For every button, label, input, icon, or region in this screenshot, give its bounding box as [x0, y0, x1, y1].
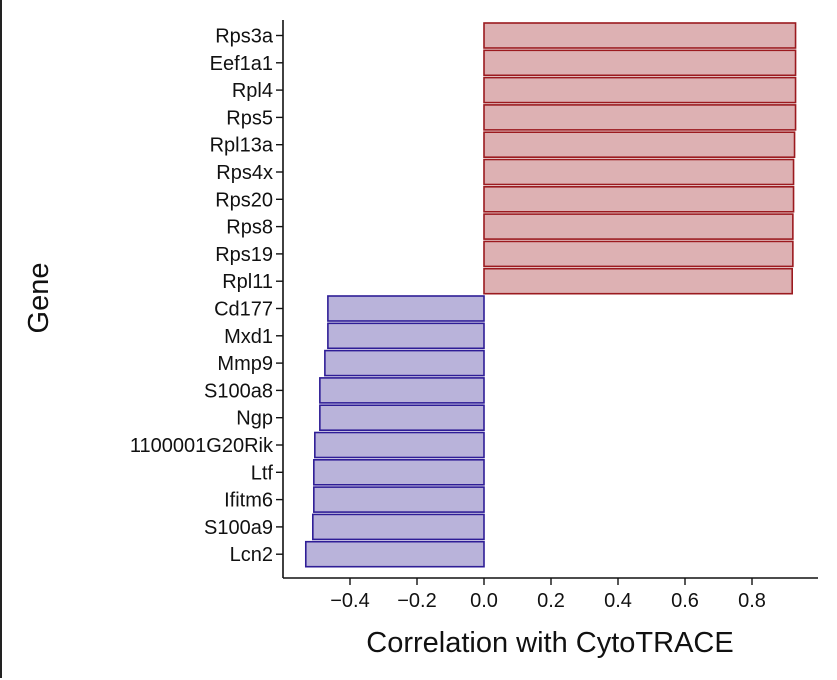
- y-tick-label: Rpl11: [222, 271, 273, 293]
- y-tick-label: 1100001G20Rik: [130, 435, 274, 457]
- y-tick-label: Ngp: [236, 408, 273, 430]
- bar-rps4x: [483, 158, 795, 186]
- bar-s100a8: [319, 377, 485, 404]
- bar-lcn2: [304, 540, 485, 568]
- y-tick-label: Ifitm6: [224, 490, 273, 512]
- bars-group: [304, 22, 797, 568]
- bar-mmp9: [324, 349, 485, 377]
- y-tick-label: Rps20: [215, 189, 273, 211]
- bar-ngp: [319, 404, 485, 432]
- bar-rps19: [483, 240, 794, 268]
- bar-rps3a: [483, 22, 797, 49]
- x-axis-title: Correlation with CytoTRACE: [366, 627, 733, 659]
- y-tick-label: Rpl4: [232, 80, 273, 102]
- y-axis: Rps3a Eef1a1 Rpl4 Rps5 Rpl13a Rps4x Rps20 Rps8 R…: [130, 20, 284, 578]
- x-tick-label: 0.0: [470, 590, 498, 612]
- y-tick-label: Mxd1: [224, 326, 273, 348]
- y-tick-label: Rps5: [226, 107, 273, 129]
- x-tick-label: 0.6: [671, 590, 699, 612]
- y-tick-label: Cd177: [214, 299, 273, 321]
- y-tick-label: S100a8: [204, 380, 273, 402]
- y-axis-title: Gene: [23, 263, 55, 334]
- x-axis: −0.4 −0.2 0.0 0.2 0.4 0.6 0.8: [283, 577, 818, 612]
- x-tick-label: −0.2: [397, 590, 436, 612]
- bar-ifitm6: [313, 486, 485, 513]
- y-tick-label: Rpl13a: [210, 135, 274, 157]
- bar-rpl4: [483, 76, 797, 104]
- x-tick-label: 0.4: [604, 590, 632, 612]
- y-tick-label: Rps19: [215, 244, 273, 266]
- y-tick-label: Rps8: [226, 217, 273, 239]
- bar-s100a9: [312, 513, 485, 541]
- y-tick-label: Ltf: [251, 462, 274, 484]
- bar-1100001g20rik: [314, 431, 485, 459]
- y-tick-label: Mmp9: [217, 353, 273, 375]
- bar-rpl11: [483, 267, 794, 295]
- y-tick-label: Eef1a1: [210, 53, 273, 75]
- bar-eef1a1: [483, 49, 797, 77]
- y-tick-label: S100a9: [204, 517, 273, 539]
- bar-rps8: [483, 213, 794, 240]
- bar-ltf: [313, 458, 485, 486]
- bar-rpl13a: [483, 131, 796, 158]
- y-tick-label: Lcn2: [230, 544, 273, 566]
- x-tick-label: 0.8: [738, 590, 766, 612]
- x-tick-label: −0.4: [330, 590, 369, 612]
- bar-rps20: [483, 186, 795, 213]
- bar-cd177: [327, 295, 485, 322]
- y-tick-label: Rps3a: [215, 26, 274, 48]
- bar-rps5: [483, 104, 797, 131]
- y-tick-label: Rps4x: [216, 162, 273, 184]
- bar-mxd1: [327, 322, 485, 350]
- x-tick-label: 0.2: [537, 590, 565, 612]
